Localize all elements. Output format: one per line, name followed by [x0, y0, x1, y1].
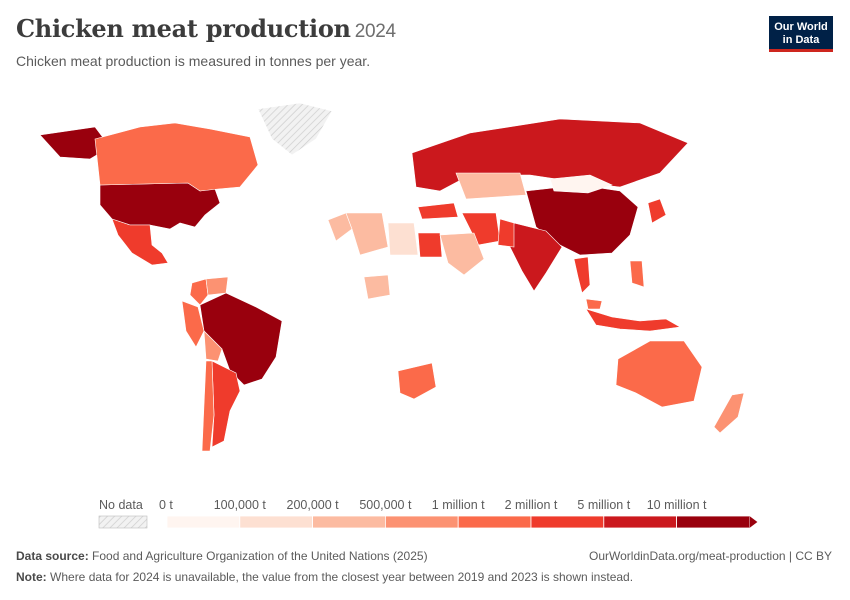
legend-tick-label: 200,000 t: [286, 498, 339, 512]
legend-tick-label: 10 million t: [646, 498, 707, 512]
note: Note: Where data for 2024 is unavailable…: [16, 570, 633, 584]
legend-tick-label: 1 million t: [431, 498, 485, 512]
title-text: Chicken meat production: [16, 14, 351, 43]
country-japan[interactable]: Japan: [647, 198, 667, 224]
map-legend: [98, 515, 758, 529]
country-mexico[interactable]: Mexico: [111, 218, 169, 266]
source-url-link[interactable]: OurWorldinData.org/meat-production | CC …: [589, 549, 832, 563]
country-canada[interactable]: Canada: [94, 122, 259, 192]
country-india[interactable]: India: [509, 222, 563, 292]
country-new-zealand[interactable]: New Zealand: [713, 392, 745, 434]
country-thailand[interactable]: Thailand: [573, 256, 591, 294]
legend-no-data-swatch: [98, 515, 148, 529]
country-bolivia[interactable]: Bolivia: [203, 330, 223, 362]
legend-tick-label: 100,000 t: [213, 498, 266, 512]
country-mongolia[interactable]: Mongolia: [549, 174, 613, 194]
country-russia[interactable]: Russia: [411, 118, 689, 192]
country-indonesia[interactable]: Indonesia: [585, 308, 681, 332]
legend-tick-label: 0 t: [159, 498, 173, 512]
note-text: Where data for 2024 is unavailable, the …: [50, 570, 634, 584]
owid-logo[interactable]: Our World in Data: [769, 16, 833, 52]
chart-subtitle: Chicken meat production is measured in t…: [16, 53, 371, 69]
legend-bin-2[interactable]: [312, 515, 386, 529]
country-greenland[interactable]: Greenland: [257, 102, 333, 156]
country-turkey[interactable]: Turkey: [417, 202, 459, 220]
country-algeria[interactable]: Algeria: [345, 212, 389, 256]
data-source: Data source: Food and Agriculture Organi…: [16, 549, 428, 563]
legend-bin-7[interactable]: [676, 515, 750, 529]
data-source-text: Food and Agriculture Organization of the…: [92, 549, 428, 563]
country-egypt[interactable]: Egypt: [417, 232, 443, 258]
country-kazakhstan[interactable]: Kazakhstan: [455, 172, 527, 200]
country-south-africa[interactable]: South Africa: [397, 362, 437, 400]
legend-arrow: [749, 516, 758, 528]
legend-bin-0[interactable]: [166, 515, 241, 529]
title-year: 2024: [354, 21, 396, 42]
legend-tick-label: 500,000 t: [359, 498, 412, 512]
country-peru[interactable]: Peru: [181, 300, 205, 348]
legend-bin-3[interactable]: [384, 515, 459, 529]
data-source-label: Data source:: [16, 549, 89, 563]
country-colombia[interactable]: Colombia: [189, 278, 209, 306]
logo-line-2: in Data: [782, 34, 820, 46]
country-australia[interactable]: Australia: [615, 340, 703, 408]
chart-title: Chicken meat production 2024: [16, 14, 396, 43]
legend-tick-label: 5 million t: [577, 498, 631, 512]
country-argentina[interactable]: Argentina: [211, 360, 241, 448]
legend-bin-5[interactable]: [530, 515, 605, 529]
world-map[interactable]: United StatesBrazilChinaRussiaIndiaMexic…: [0, 95, 850, 465]
note-label: Note:: [16, 570, 47, 584]
country-saudi-arabia[interactable]: Saudi Arabia: [439, 232, 485, 276]
logo-line-1: Our World: [774, 21, 828, 33]
country-nigeria[interactable]: Nigeria: [363, 274, 391, 300]
legend-bin-6[interactable]: [603, 515, 677, 529]
legend-bin-4[interactable]: [457, 515, 532, 529]
country-venezuela[interactable]: Venezuela: [205, 276, 229, 296]
legend-bin-1[interactable]: [239, 515, 314, 529]
legend-tick-label: 2 million t: [504, 498, 558, 512]
country-pakistan[interactable]: Pakistan: [497, 218, 515, 248]
country-chile[interactable]: Chile: [201, 360, 215, 452]
country-malaysia[interactable]: Malaysia: [585, 298, 603, 310]
country-philippines[interactable]: Philippines: [629, 260, 645, 288]
legend-no-data-label: No data: [99, 498, 143, 512]
country-libya[interactable]: Libya: [387, 222, 419, 256]
